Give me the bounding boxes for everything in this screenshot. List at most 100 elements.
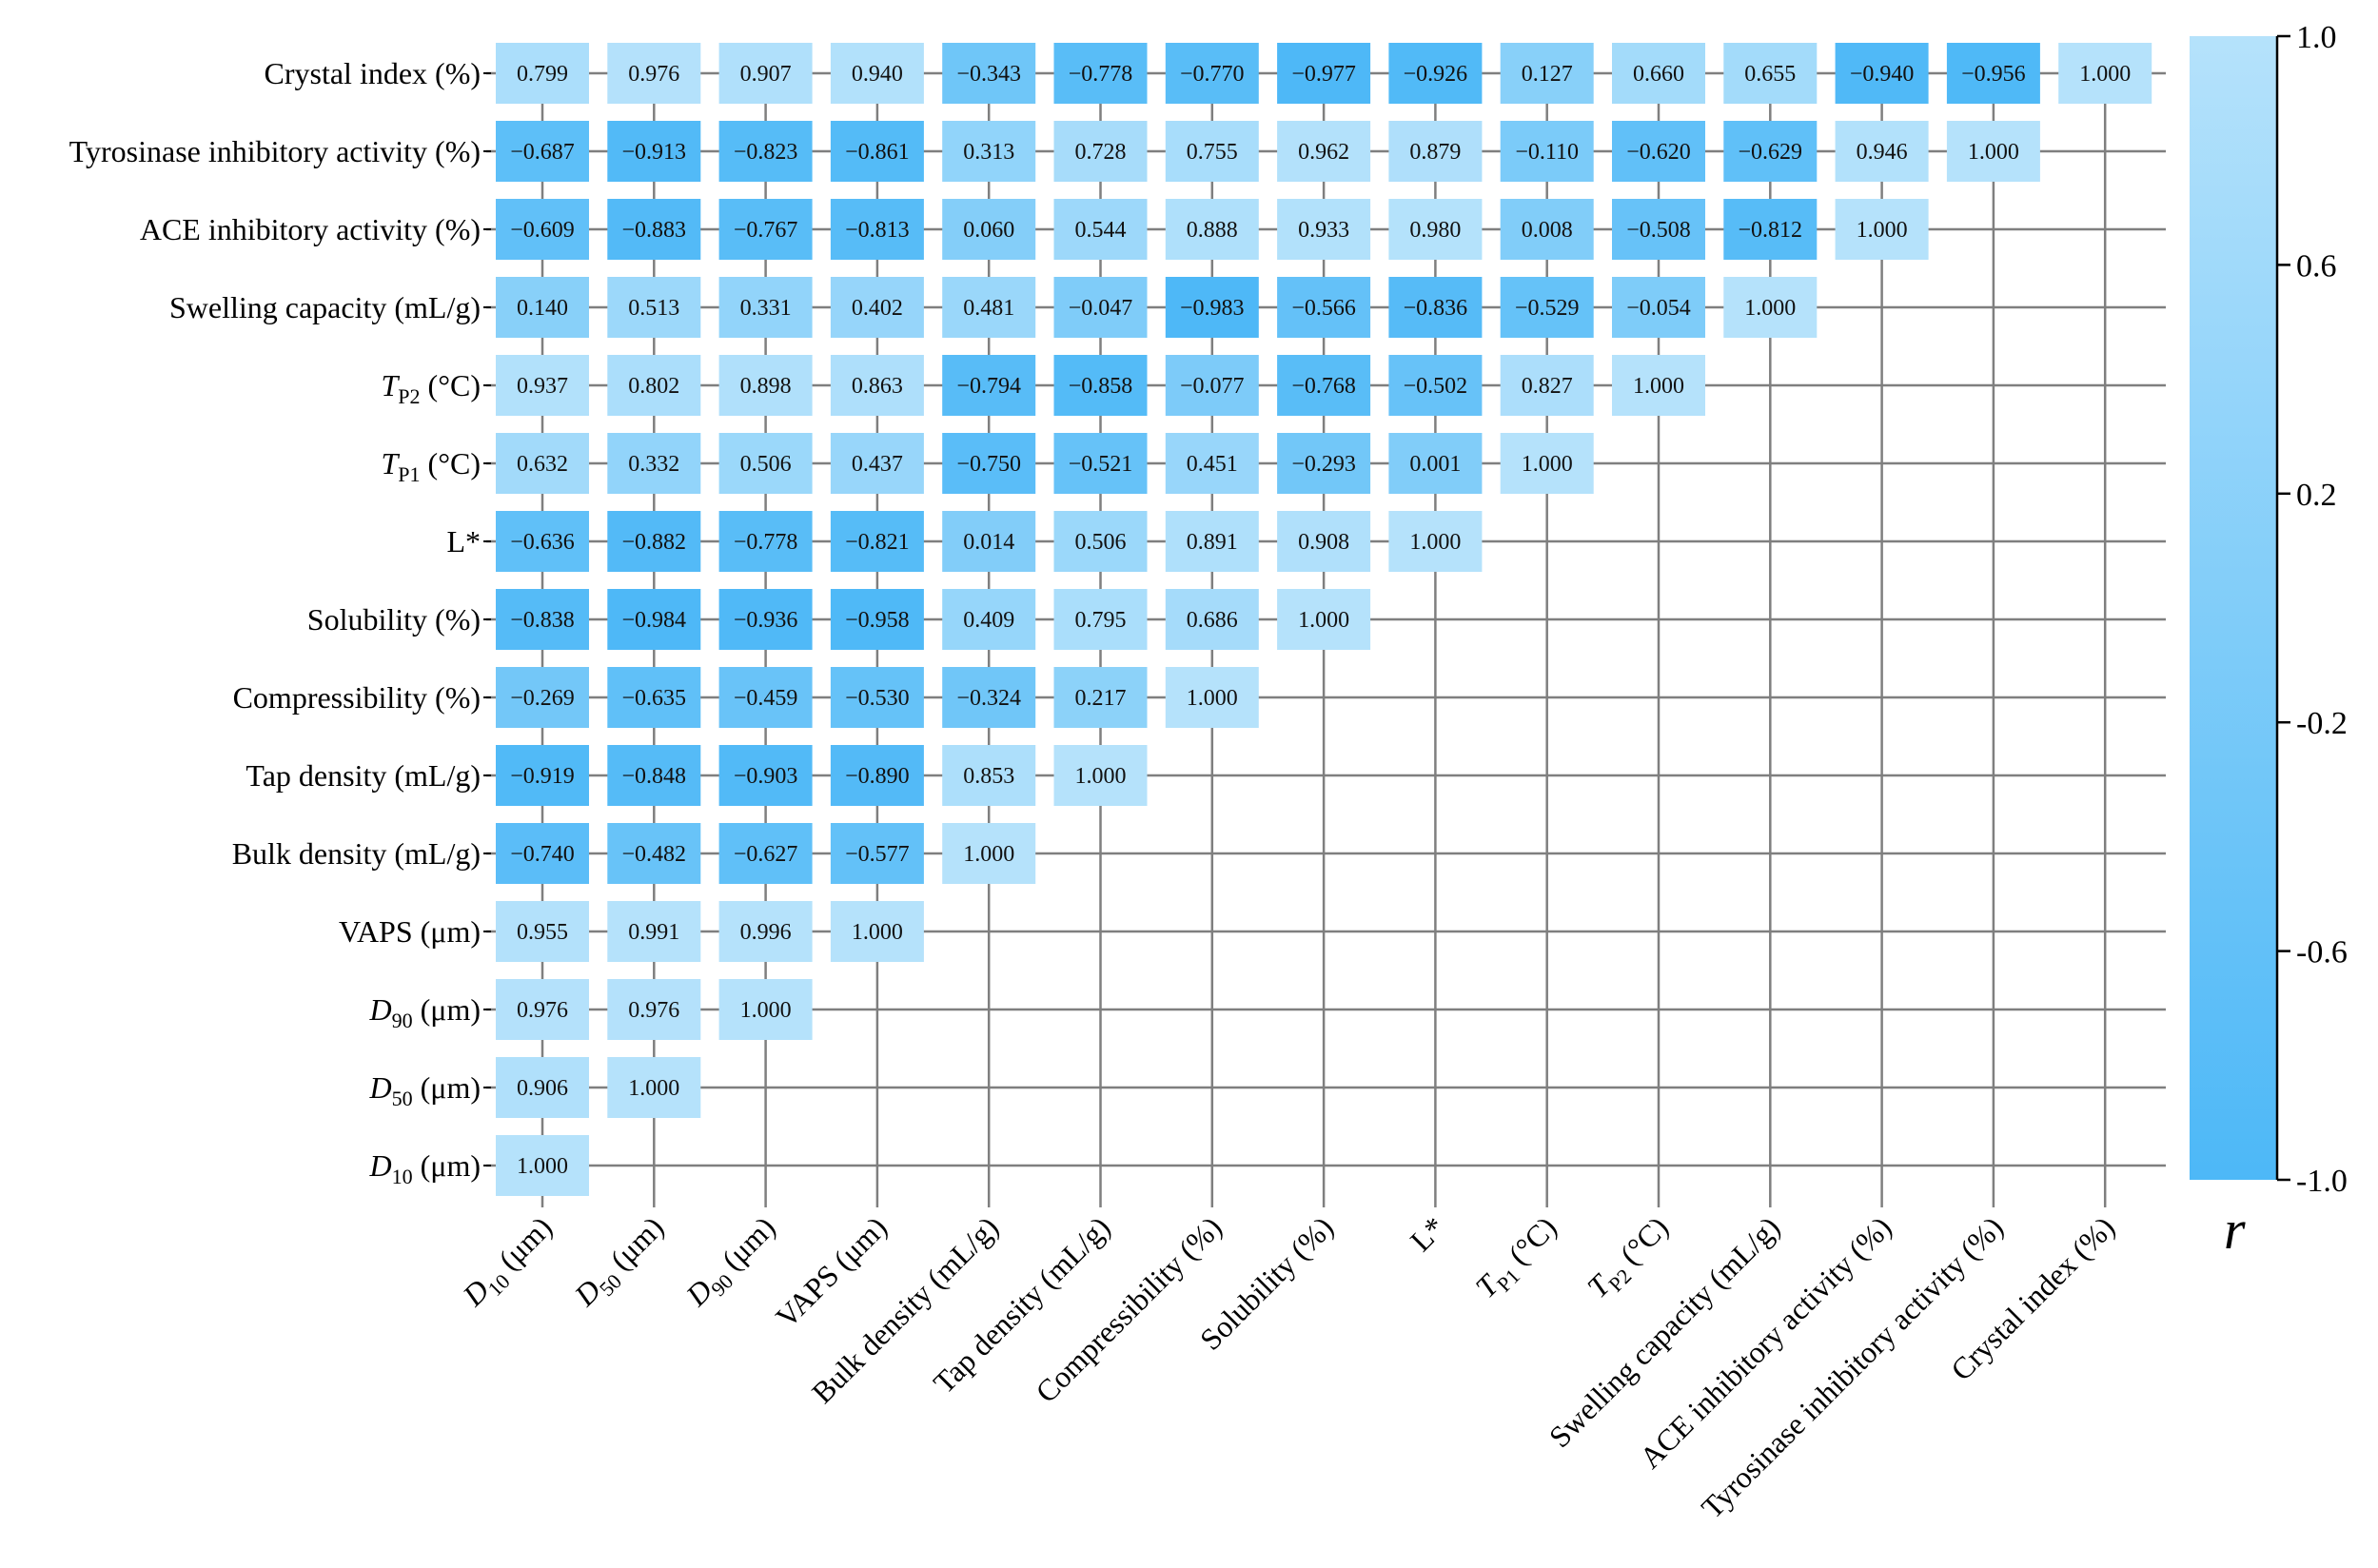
cell-value-label: −0.958 — [845, 608, 910, 633]
heatmap-cell — [1388, 355, 1483, 416]
cell-value-label: 0.933 — [1298, 218, 1349, 243]
cell-value-label: −0.794 — [956, 374, 1021, 399]
cell-value-label: −0.882 — [622, 530, 687, 555]
cell-value-label: −0.977 — [1291, 62, 1356, 87]
cell-value-label: 0.728 — [1075, 140, 1127, 165]
cell-value-label: 0.888 — [1187, 218, 1238, 243]
heatmap-cell — [1277, 277, 1371, 338]
heatmap-cell — [1723, 43, 1818, 104]
cell-value-label: −0.077 — [1180, 374, 1245, 399]
heatmap-cell — [1053, 511, 1148, 572]
heatmap-cell — [1835, 121, 1929, 182]
heatmap-cell — [830, 43, 924, 104]
cell-value-label: 1.000 — [1075, 764, 1127, 789]
y-axis-label: D50 (μm) — [369, 1070, 481, 1110]
cell-value-label: 0.853 — [963, 764, 1014, 789]
cell-value-label: −0.936 — [734, 608, 798, 633]
cell-value-label: −0.343 — [956, 62, 1021, 87]
heatmap-cell — [496, 667, 589, 728]
cell-value-label: 1.000 — [963, 842, 1014, 867]
cell-value-label: 1.000 — [1857, 218, 1908, 243]
heatmap-cell — [942, 277, 1036, 338]
heatmap-cell — [1053, 43, 1148, 104]
heatmap-cell — [1053, 199, 1148, 260]
cell-value-label: −0.767 — [734, 218, 798, 243]
heatmap-cell — [1835, 199, 1929, 260]
cell-value-label: −0.529 — [1515, 296, 1580, 321]
heatmap-cell — [1053, 121, 1148, 182]
cell-value-label: −0.903 — [734, 764, 798, 789]
cell-value-label: 0.976 — [517, 998, 568, 1023]
x-axis-label: D50 (μm) — [567, 1209, 675, 1317]
cell-value-label: 0.827 — [1522, 374, 1573, 399]
y-axis-label: Swelling capacity (mL/g) — [169, 290, 481, 324]
heatmap-cell — [607, 433, 701, 494]
x-axis-label: TP1 (°C) — [1468, 1209, 1567, 1308]
cell-value-label: 0.409 — [963, 608, 1014, 633]
x-axis-label: Bulk density (mL/g) — [805, 1209, 1005, 1409]
heatmap-cell — [1165, 277, 1259, 338]
heatmap-cell — [607, 277, 701, 338]
cell-value-label: −0.836 — [1404, 296, 1468, 321]
heatmap-cell — [1500, 121, 1594, 182]
heatmap-cell — [1277, 433, 1371, 494]
heatmap-cell — [1053, 589, 1148, 650]
cell-value-label: 0.799 — [517, 62, 568, 87]
cell-value-label: 0.962 — [1298, 140, 1349, 165]
heatmap-cell — [718, 511, 813, 572]
heatmap-cell — [496, 121, 589, 182]
cell-value-label: 0.940 — [852, 62, 903, 87]
cell-value-label: 0.331 — [740, 296, 792, 321]
heatmap-cell — [1277, 43, 1371, 104]
cell-value-label: 0.980 — [1409, 218, 1461, 243]
heatmap-cell — [607, 355, 701, 416]
heatmap-cell — [1612, 121, 1705, 182]
cell-value-label: −0.940 — [1850, 62, 1915, 87]
heatmap-cell — [1500, 199, 1594, 260]
colorbar-label: r — [2224, 1199, 2246, 1261]
heatmap-cell — [1277, 589, 1371, 650]
cell-value-label: −0.813 — [845, 218, 910, 243]
heatmap-cell — [942, 823, 1036, 884]
cell-value-label: −0.508 — [1626, 218, 1691, 243]
heatmap-cell — [830, 745, 924, 806]
cell-value-label: −0.750 — [956, 452, 1021, 477]
heatmap-cell — [830, 901, 924, 962]
cell-value-label: 0.946 — [1857, 140, 1908, 165]
heatmap-cell — [830, 433, 924, 494]
heatmap-cell — [718, 589, 813, 650]
cell-value-label: −0.919 — [510, 764, 575, 789]
x-axis-label: D10 (μm) — [455, 1209, 562, 1317]
heatmap-cell — [607, 43, 701, 104]
x-axis-label: Swelling capacity (mL/g) — [1543, 1209, 1787, 1454]
cell-value-label: −0.913 — [622, 140, 687, 165]
cell-value-label: 0.906 — [517, 1076, 568, 1101]
heatmap-cell — [1500, 43, 1594, 104]
cell-value-label: −0.821 — [845, 530, 910, 555]
y-axis-label: D10 (μm) — [369, 1148, 481, 1188]
heatmap-cell — [2058, 43, 2152, 104]
cell-value-label: 0.060 — [963, 218, 1014, 243]
colorbar-tick-label: 0.6 — [2296, 248, 2337, 284]
cell-value-label: −0.609 — [510, 218, 575, 243]
heatmap-cell — [830, 823, 924, 884]
heatmap-cell — [1612, 43, 1705, 104]
heatmap-cell — [1165, 121, 1259, 182]
cell-value-label: −0.054 — [1626, 296, 1691, 321]
heatmap-cell — [607, 667, 701, 728]
cell-value-label: −0.577 — [845, 842, 910, 867]
heatmap-cell — [718, 901, 813, 962]
heatmap-cell — [1277, 121, 1371, 182]
heatmap-cell — [718, 355, 813, 416]
heatmap-cell — [718, 277, 813, 338]
heatmap-cell — [1388, 433, 1483, 494]
cell-value-label: −0.521 — [1069, 452, 1133, 477]
y-axis-label: TP1 (°C) — [382, 446, 481, 486]
cell-value-label: 0.660 — [1633, 62, 1684, 87]
cell-value-label: −0.768 — [1291, 374, 1356, 399]
heatmap-cell — [607, 979, 701, 1040]
cell-value-label: 1.000 — [517, 1154, 568, 1179]
cell-value-label: 1.000 — [1522, 452, 1573, 477]
cell-value-label: 0.632 — [517, 452, 568, 477]
cell-value-label: −0.047 — [1069, 296, 1133, 321]
